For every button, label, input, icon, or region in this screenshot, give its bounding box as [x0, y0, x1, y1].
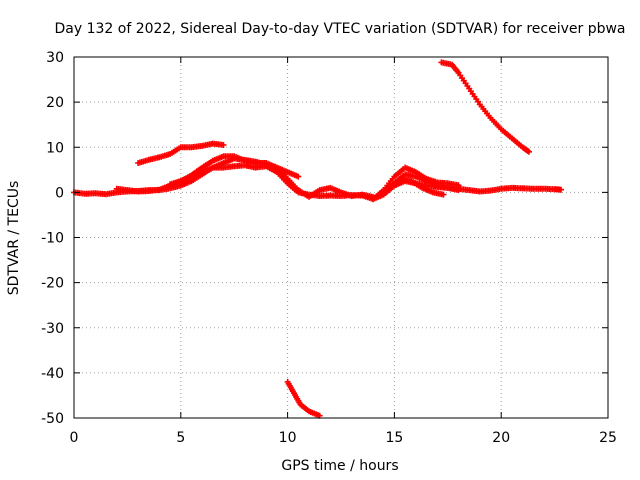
tick-layer: 0 5 10 15 20 25 30 20 10 0 -10 -20 -30 -40 -50 — [41, 50, 617, 446]
series-track-9 — [438, 59, 532, 155]
x-tick-label: 25 — [599, 430, 617, 446]
series-track-3 — [135, 140, 227, 166]
y-tick-label: -40 — [41, 366, 64, 382]
y-tick-label: 0 — [55, 185, 64, 201]
data-point — [526, 148, 532, 155]
series-layer — [71, 59, 564, 419]
y-tick-label: 20 — [46, 95, 64, 111]
series-track-1 — [71, 162, 564, 203]
y-tick-label: -20 — [41, 276, 64, 292]
y-tick-label: -50 — [41, 411, 64, 427]
data-point — [440, 191, 447, 198]
chart-title: Day 132 of 2022, Sidereal Day-to-day VTE… — [54, 21, 625, 37]
y-tick-label: 10 — [46, 140, 64, 156]
data-point — [295, 173, 302, 180]
x-tick-label: 20 — [492, 430, 510, 446]
y-tick-label: -30 — [41, 321, 64, 337]
data-point — [220, 142, 227, 148]
y-tick-label: -10 — [41, 231, 64, 247]
x-axis-label: GPS time / hours — [281, 458, 398, 474]
x-tick-label: 15 — [385, 430, 403, 446]
grid-layer — [74, 57, 608, 418]
series-track-4 — [167, 155, 302, 188]
data-point — [558, 186, 564, 193]
series-track-8 — [387, 175, 447, 198]
y-tick-label: 30 — [46, 50, 64, 66]
x-tick-label: 0 — [70, 430, 79, 446]
y-axis-label: SDTVAR / TECUs — [6, 181, 22, 296]
data-point — [455, 187, 462, 194]
series-track-5 — [284, 378, 323, 419]
x-tick-label: 5 — [176, 430, 185, 446]
x-tick-label: 10 — [279, 430, 297, 446]
